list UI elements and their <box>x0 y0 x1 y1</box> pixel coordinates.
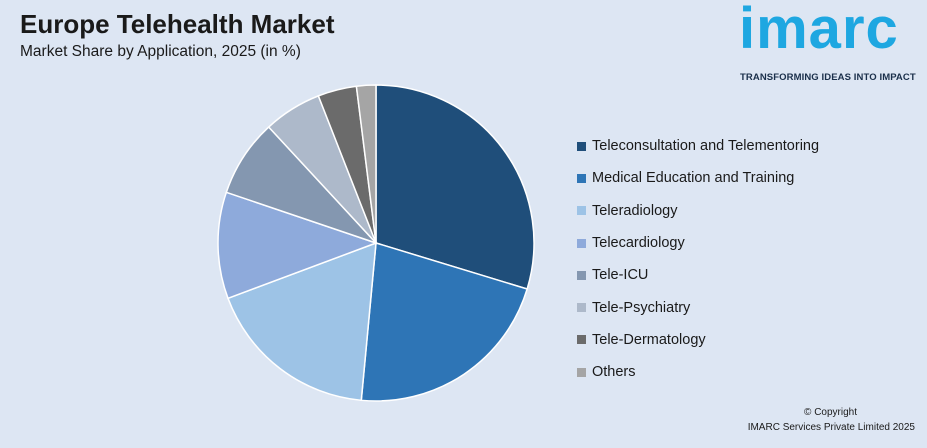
legend-swatch <box>577 303 586 313</box>
pie-slice-teleconsultation-and-telementoring <box>375 84 535 290</box>
pie-slice-teleradiology <box>227 241 377 402</box>
pie-slice-medical-education-and-training <box>360 242 529 402</box>
legend-label: Medical Education and Training <box>592 170 795 187</box>
legend-swatch <box>577 367 586 377</box>
legend-label: Teleradiology <box>592 202 678 219</box>
legend-item: Telecardiology <box>577 227 819 259</box>
copyright-label: © Copyright <box>804 407 857 418</box>
chart-title: Europe Telehealth Market <box>20 9 335 39</box>
legend-item: Tele-ICU <box>577 259 819 291</box>
logo-tagline: TRANSFORMING IDEAS INTO IMPACT <box>740 72 916 83</box>
pie-slice-others <box>355 84 377 244</box>
legend-label: Tele-Psychiatry <box>592 299 691 316</box>
legend-item: Tele-Dermatology <box>577 324 819 356</box>
legend-item: Teleconsultation and Telementoring <box>577 130 819 162</box>
legend-swatch <box>577 206 586 216</box>
legend-swatch <box>577 238 586 248</box>
chart-legend: Teleconsultation and Telementoring Medica… <box>577 130 819 388</box>
legend-label: Tele-Dermatology <box>592 331 706 348</box>
legend-item: Others <box>577 356 819 388</box>
imarc-logo: imarc TRANSFORMING IDEAS INTO IMPACT <box>737 0 919 86</box>
footer-copyright: © Copyright IMARC Services Private Limit… <box>748 405 915 435</box>
legend-label: Teleconsultation and Telementoring <box>592 138 820 155</box>
legend-swatch <box>577 335 586 345</box>
legend-label: Others <box>592 364 636 381</box>
legend-item: Tele-Psychiatry <box>577 291 819 323</box>
copyright-company: IMARC Services Private Limited 2025 <box>747 422 915 433</box>
legend-label: Tele-ICU <box>592 267 649 284</box>
legend-item: Teleradiology <box>577 195 819 227</box>
pie-slices <box>217 84 535 402</box>
legend-swatch <box>577 141 586 151</box>
pie-slice-telecardiology <box>217 191 379 300</box>
chart-subtitle: Market Share by Application, 2025 (in %) <box>20 43 301 60</box>
legend-label: Telecardiology <box>592 235 685 252</box>
legend-swatch <box>577 173 586 183</box>
legend-item: Medical Education and Training <box>577 162 819 194</box>
logo-wordmark: imarc <box>739 0 899 61</box>
legend-swatch <box>577 270 586 280</box>
